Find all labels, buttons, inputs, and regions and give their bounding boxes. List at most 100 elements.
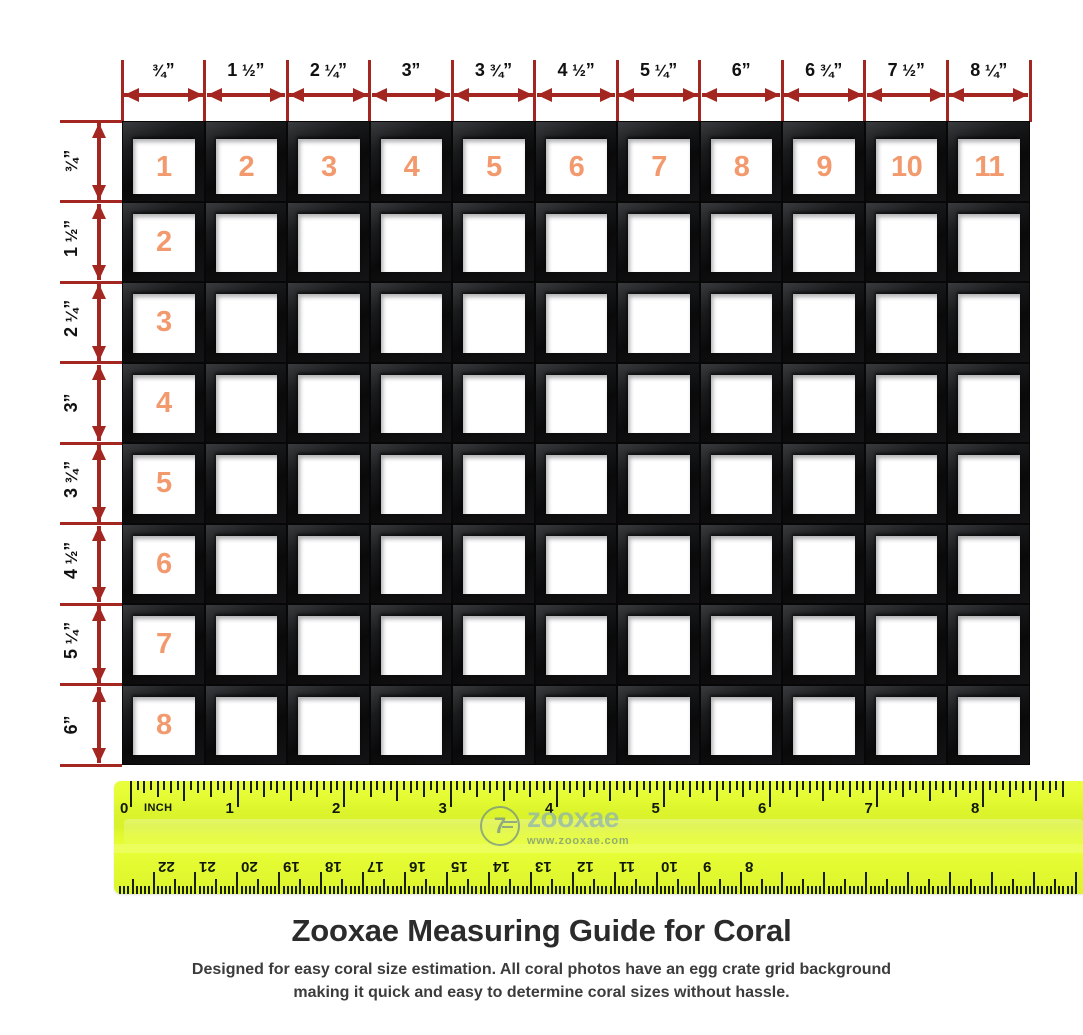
- ruler-mm-tick: [123, 886, 126, 894]
- ruler-inch-label-5: 5: [651, 800, 660, 817]
- ruler-inch-tick: [316, 781, 319, 797]
- top-tick-0: [120, 60, 124, 122]
- ruler-mm-tick: [253, 886, 256, 894]
- left-arrow-bar: [97, 203, 101, 280]
- grid-cell-opening: [628, 374, 690, 433]
- left-arrow-bar: [97, 445, 101, 522]
- grid-cell-opening: [875, 616, 938, 675]
- grid-cell-opening: 8: [133, 696, 195, 755]
- ruler-inch-tick: [755, 781, 758, 793]
- ruler-mm-tick: [567, 886, 570, 894]
- ruler-mm-tick: [496, 886, 499, 894]
- ruler-inch-tick: [629, 781, 632, 790]
- arrow-up-icon: [92, 686, 106, 702]
- ruler-inch-tick: [396, 781, 399, 801]
- arrow-up-icon: [92, 284, 106, 299]
- ruler-mm-tick: [337, 886, 340, 894]
- grid-cell-opening: 10: [875, 139, 938, 194]
- arrow-left-icon: [619, 88, 635, 102]
- grid-cell-r4-c8: [699, 362, 783, 443]
- grid-cell-opening: 4: [133, 374, 195, 433]
- top-arrow-segment-7: [619, 88, 698, 102]
- ruler-inch-tick: [529, 781, 532, 797]
- ruler-mm-tick: [596, 886, 599, 894]
- grid-row-number-3: 3: [155, 306, 172, 339]
- grid-row-number-5: 5: [155, 467, 172, 500]
- ruler-mm-tick: [592, 879, 595, 894]
- ruler-inch-tick: [655, 781, 658, 790]
- top-tick-1: [203, 60, 207, 122]
- ruler-mm-tick: [500, 886, 503, 894]
- ruler-inch-tick: [1041, 781, 1044, 790]
- ruler-mm-tick: [676, 879, 679, 894]
- ruler-cm-label-12: 12: [576, 858, 594, 875]
- ruler-mm-tick: [248, 886, 251, 894]
- ruler-inch-tick: [229, 781, 232, 790]
- grid-cell-opening: [793, 213, 855, 272]
- grid-cell-opening: 6: [545, 139, 608, 194]
- ruler-inch-tick: [409, 781, 412, 793]
- ruler-inch-tick: [349, 781, 352, 790]
- ruler-mm-tick: [232, 886, 235, 894]
- grid-cell-r3-c9: [782, 282, 865, 363]
- ruler-inch-tick: [369, 781, 372, 797]
- ruler-mm-tick: [383, 879, 386, 894]
- ruler-inch-tick: [143, 781, 146, 793]
- caption-line-2: making it quick and easy to determine co…: [293, 984, 790, 1002]
- ruler-inch-tick: [695, 781, 698, 790]
- ruler-cm-label-13: 13: [534, 858, 552, 875]
- grid-cell-r8-c8: [699, 684, 783, 765]
- ruler-cm-label-22: 22: [157, 858, 175, 875]
- ruler-mm-tick: [278, 872, 281, 894]
- ruler-mm-tick: [286, 886, 289, 894]
- top-tick-10: [945, 60, 949, 122]
- ruler-cm-label-16: 16: [409, 858, 426, 875]
- grid-cell-r3-c7: [617, 282, 700, 363]
- ruler-mm-tick: [1041, 886, 1044, 894]
- grid-cell-r2-c4: [369, 201, 453, 282]
- top-measurement-ruler: ¾” 1 ½” 2 ¼” 3” 3 ¾” 4 ½” 5 ¼” 6” 6 ¾” 7 ½” 8 ¼”: [0, 0, 1083, 122]
- top-measure-label-3: 2 ¼”: [309, 60, 347, 80]
- grid-cell-r2-c3: [287, 201, 370, 282]
- ruler-inch-tick: [689, 781, 692, 797]
- ruler-mm-tick: [269, 886, 272, 894]
- top-arrow-bar: [866, 93, 946, 97]
- grid-cell-r1-c7: 7: [617, 121, 700, 202]
- arrow-up-icon: [92, 123, 106, 138]
- ruler-mm-tick: [978, 886, 981, 894]
- arrow-left-icon: [536, 88, 552, 102]
- grid-cell-r4-c10: [864, 362, 948, 443]
- ruler-mm-tick: [609, 886, 612, 894]
- ruler-inch-tick: [389, 781, 392, 790]
- ruler-inch-tick: [456, 781, 459, 790]
- ruler-inch-tick: [662, 781, 665, 807]
- ruler-mm-tick: [685, 886, 688, 894]
- ruler-mm-tick: [1058, 886, 1061, 894]
- ruler-mm-tick: [328, 886, 331, 894]
- ruler-mm-tick: [605, 886, 608, 894]
- grid-cell-opening: [463, 696, 525, 755]
- grid-cell-opening: [710, 294, 773, 353]
- grid-cell-opening: [298, 374, 360, 433]
- ruler-mm-tick: [957, 886, 960, 894]
- top-measure-label-7: 5 ¼”: [640, 60, 678, 80]
- ruler-inch-tick: [828, 781, 831, 790]
- grid-cell-r1-c2: 2: [204, 121, 288, 202]
- arrow-down-icon: [92, 345, 106, 361]
- ruler-mm-tick: [181, 886, 184, 894]
- grid-cell-opening: [463, 374, 525, 433]
- ruler-mm-tick: [458, 886, 461, 894]
- grid-cell-opening: [545, 294, 608, 353]
- ruler-mm-tick: [1028, 886, 1031, 894]
- ruler-mm-tick: [626, 886, 629, 894]
- top-arrow-bar: [206, 93, 286, 97]
- grid-cell-opening: [545, 696, 608, 755]
- grid-cell-opening: [793, 455, 855, 514]
- ruler-inch-tick: [429, 781, 432, 790]
- ruler-mm-tick: [366, 886, 369, 894]
- ruler-inch-tick: [1015, 781, 1018, 790]
- ruler-mm-tick: [840, 886, 843, 894]
- top-arrow-segment-6: [536, 88, 616, 102]
- top-measure-label-5: 3 ¾”: [474, 60, 512, 80]
- top-arrow-bar: [536, 93, 616, 97]
